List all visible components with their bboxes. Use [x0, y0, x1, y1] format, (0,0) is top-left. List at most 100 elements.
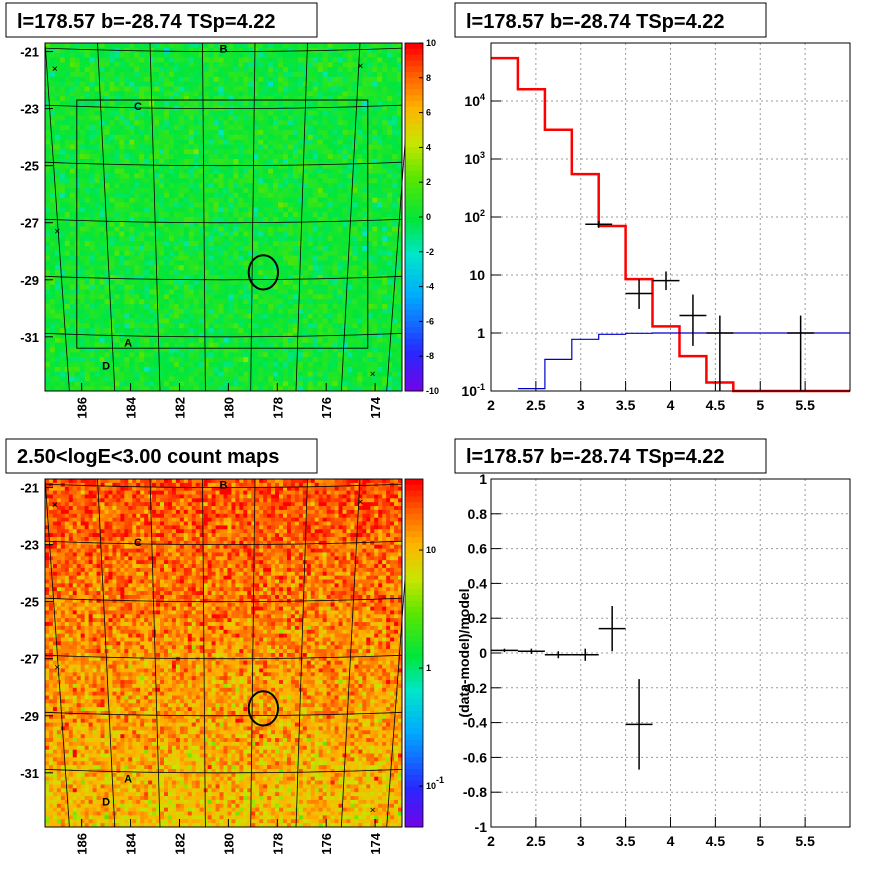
map-cell	[79, 43, 86, 49]
map-cell	[69, 241, 76, 247]
map-cell	[64, 115, 71, 121]
map-cell	[119, 67, 125, 73]
map-cell	[54, 347, 61, 353]
map-cell	[233, 241, 239, 247]
map-cell	[287, 76, 294, 83]
map-cell	[223, 357, 229, 363]
map-cell	[347, 101, 353, 107]
map-cell	[352, 352, 358, 358]
map-cell	[312, 159, 319, 165]
map-cell	[69, 101, 76, 107]
map-cell	[228, 357, 234, 363]
map-cell	[342, 86, 348, 92]
map-cell	[134, 57, 140, 63]
map-cell	[188, 342, 195, 348]
map-cell	[297, 101, 304, 107]
map-cell	[64, 183, 71, 189]
map-cell	[372, 188, 378, 194]
map-cell	[154, 134, 160, 141]
map-cell	[347, 328, 353, 334]
map-cell	[134, 72, 140, 78]
map-cell	[104, 91, 110, 97]
map-cell	[307, 76, 314, 83]
map-cell	[337, 212, 343, 218]
map-cell	[258, 149, 264, 155]
map-cell	[64, 154, 71, 160]
map-cell	[243, 163, 249, 170]
map-cell	[79, 52, 86, 58]
map-cell	[144, 149, 150, 155]
map-cell	[372, 168, 378, 174]
map-cell	[144, 52, 150, 58]
map-cell	[307, 130, 314, 136]
map-cell	[382, 130, 388, 136]
map-cell	[198, 47, 205, 54]
map-cell	[297, 202, 304, 208]
map-cell	[233, 72, 239, 78]
map-cell	[372, 279, 378, 286]
map-cell	[283, 284, 289, 290]
map-cell	[193, 163, 200, 170]
map-cell	[312, 197, 319, 203]
map-cell	[213, 260, 219, 266]
map-cell	[223, 120, 229, 126]
map-cell	[119, 120, 125, 126]
map-cell	[362, 144, 368, 150]
map-cell	[278, 342, 284, 348]
map-cell	[238, 183, 244, 189]
map-cell	[99, 192, 105, 199]
map-cell	[168, 76, 175, 83]
map-cell	[89, 376, 95, 382]
map-cell	[268, 154, 274, 160]
map-cell	[362, 342, 368, 348]
map-cell	[243, 139, 249, 145]
map-cell	[218, 47, 224, 54]
map-cell	[89, 323, 95, 329]
map-cell	[367, 246, 373, 252]
map-cell	[367, 192, 373, 199]
map-cell	[159, 115, 165, 121]
map-cell	[372, 337, 378, 344]
map-cell	[64, 313, 71, 319]
map-cell	[283, 318, 289, 324]
map-cell	[372, 304, 378, 310]
map-cell	[119, 168, 125, 174]
map-cell	[273, 241, 279, 247]
map-cell	[332, 357, 338, 363]
map-cell	[139, 192, 145, 199]
map-cell	[347, 347, 353, 353]
map-cell	[64, 86, 71, 92]
map-cell	[253, 352, 259, 358]
map-cell	[134, 115, 140, 121]
map-cell	[223, 337, 229, 344]
map-cell	[317, 188, 324, 194]
map-cell	[69, 221, 76, 228]
map-cell	[104, 313, 110, 319]
map-cell	[223, 308, 229, 315]
map-cell	[317, 149, 324, 155]
map-cell	[154, 250, 160, 257]
map-cell	[268, 202, 274, 208]
map-cell	[149, 154, 155, 160]
map-cell	[362, 183, 368, 189]
map-cell	[114, 308, 120, 315]
map-cell	[312, 231, 319, 237]
map-cell	[203, 265, 210, 271]
map-cell	[223, 246, 229, 252]
map-cell	[178, 72, 185, 78]
map-cell	[59, 192, 66, 199]
map-cell	[208, 183, 214, 189]
map-cell	[99, 91, 105, 97]
map-cell	[178, 318, 185, 324]
map-cell	[193, 342, 200, 348]
map-cell	[387, 318, 393, 324]
map-cell	[397, 241, 403, 247]
map-cell	[387, 144, 393, 150]
map-cell	[198, 333, 205, 339]
map-cell	[357, 197, 363, 203]
map-cell	[307, 217, 314, 223]
map-cell	[292, 207, 299, 213]
map-cell	[372, 197, 378, 203]
map-cell	[347, 333, 353, 339]
map-cell	[124, 159, 130, 165]
